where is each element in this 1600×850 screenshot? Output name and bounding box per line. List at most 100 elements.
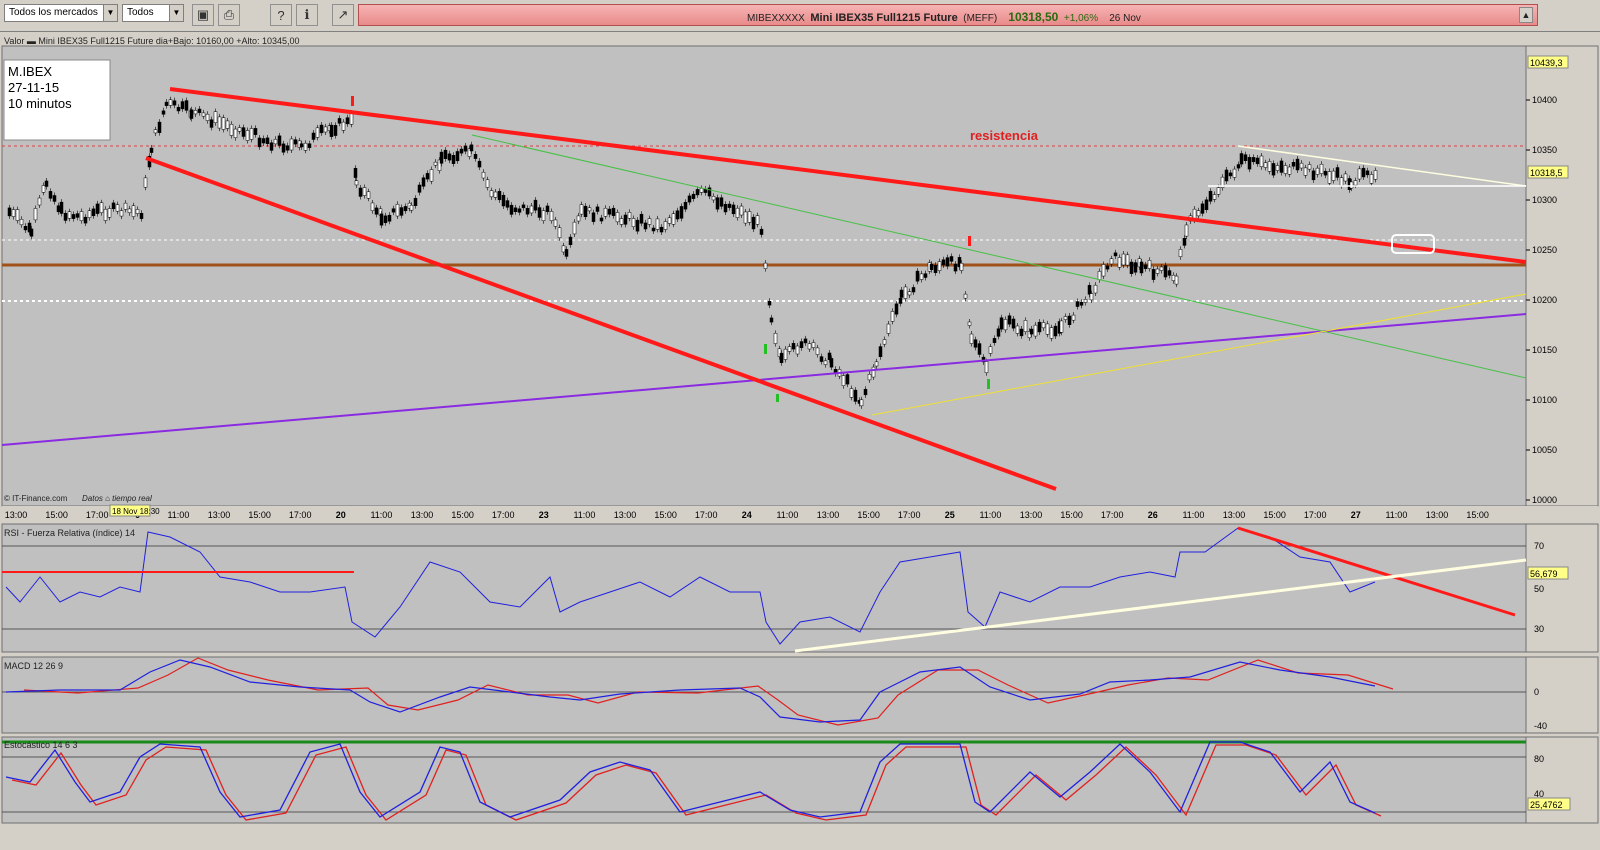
price-tick-label: 10350 [1532,145,1557,155]
candle-body [168,99,173,106]
market-selector[interactable]: Todos los mercados ▼ [4,4,118,22]
candle-body [473,154,478,159]
rsi-white-trendline [794,558,1527,653]
filter-selector-value: Todos [127,7,154,18]
candle-body [273,138,278,145]
candle-body [83,216,88,224]
candlestick-series [7,96,1378,409]
time-tick-label: 15:00 [451,510,474,520]
candle-body [1327,171,1332,184]
rsi-axis [1525,523,1599,653]
candle-body [213,111,218,123]
candle-body [1125,254,1130,266]
candle-body [477,160,482,168]
candle-body [1109,258,1114,265]
candle-body [1263,162,1268,168]
candle-body [611,207,616,216]
candle-body [1239,153,1244,165]
candle-body [647,218,652,225]
candle-body [52,195,57,202]
last-price-label: 10318,5 [1530,168,1563,178]
last-price-box [1527,165,1569,179]
candle-body [131,205,136,217]
candle-body [455,151,460,162]
candle-body [1353,180,1358,186]
time-tick-label: 27 [1351,510,1361,520]
candle-body [899,289,904,298]
time-tick-label: 15:00 [45,510,68,520]
candle-body [599,217,604,222]
candle-body [615,212,620,223]
time-tick-label: 17:00 [289,510,312,520]
quote-date: 26 Nov [1109,13,1141,24]
candle-body [513,207,518,212]
chevron-down-icon[interactable]: ▼ [103,5,117,21]
candle-body [1171,274,1176,281]
candle-body [663,221,668,230]
candle-body [623,214,628,225]
candle-body [63,212,68,221]
main-panel-header: Valor ▬ Mini IBEX35 Full1215 Future dia+… [4,36,300,46]
candle-body [459,148,464,154]
price-axis-labels: 10400 10350 10300 10250 10200 10150 10100 10050… [1526,95,1557,505]
candle-body [529,205,534,214]
chart-button[interactable]: ↗ [332,4,354,26]
scroll-up-button[interactable]: ▲ [1519,7,1533,23]
candle-body [1015,325,1020,334]
candle-body [1143,264,1148,269]
candle-body [635,219,640,232]
candle-body [99,202,104,213]
print-button[interactable]: ⎙ [218,4,240,26]
candle-body [87,210,92,218]
help-button[interactable]: ? [270,4,292,26]
candle-body [358,187,363,197]
candle-body [383,215,388,224]
candle-body [1007,315,1012,325]
candle-body [996,328,1001,337]
chevron-down-icon[interactable]: ▼ [169,5,183,21]
candle-body [1105,265,1110,270]
top-price-label: 10439,3 [1530,58,1563,68]
candle-body [19,218,24,226]
candle-body [773,333,778,344]
candle-body [1267,161,1272,172]
candle-body [353,167,358,178]
candle-body [1220,176,1225,188]
candle-body [225,120,230,129]
candle-body [1291,162,1296,167]
filter-selector[interactable]: Todos ▼ [122,4,184,22]
candle-body [56,205,61,213]
rsi-panel [1,523,1527,653]
candle-body [1037,321,1042,333]
candle-body [1087,285,1092,295]
candle-body [882,339,887,345]
candle-body [37,197,42,206]
time-tick-label: 23 [539,510,549,520]
price-tick-label: 10400 [1532,95,1557,105]
candle-body [493,191,498,198]
candle-body [115,204,120,212]
candle-body [439,151,444,164]
candle-body [184,100,189,111]
candle-body [1075,301,1080,307]
candle-body [767,301,772,306]
candle-body [1133,262,1138,273]
candle-body [153,129,158,134]
candle-body [443,149,448,159]
candle-body [241,127,246,137]
candle-body [639,213,644,224]
save-button[interactable]: ▣ [192,4,214,26]
candle-body [727,203,732,208]
chart-area[interactable]: M.IBEX 27-11-15 10 minutos resistencia ©… [0,32,1600,850]
candle-body [1251,157,1256,163]
quote-code: MIBEXXXXX [747,13,805,24]
rsi-axis-30: 30 [1534,624,1544,634]
candle-body [261,138,266,144]
info-button[interactable]: ℹ [296,4,318,26]
candle-body [11,209,16,217]
candle-body [953,263,958,272]
candle-body [811,342,816,348]
candle-body [1027,331,1032,339]
candle-body [387,214,392,222]
candle-body [1129,261,1134,274]
